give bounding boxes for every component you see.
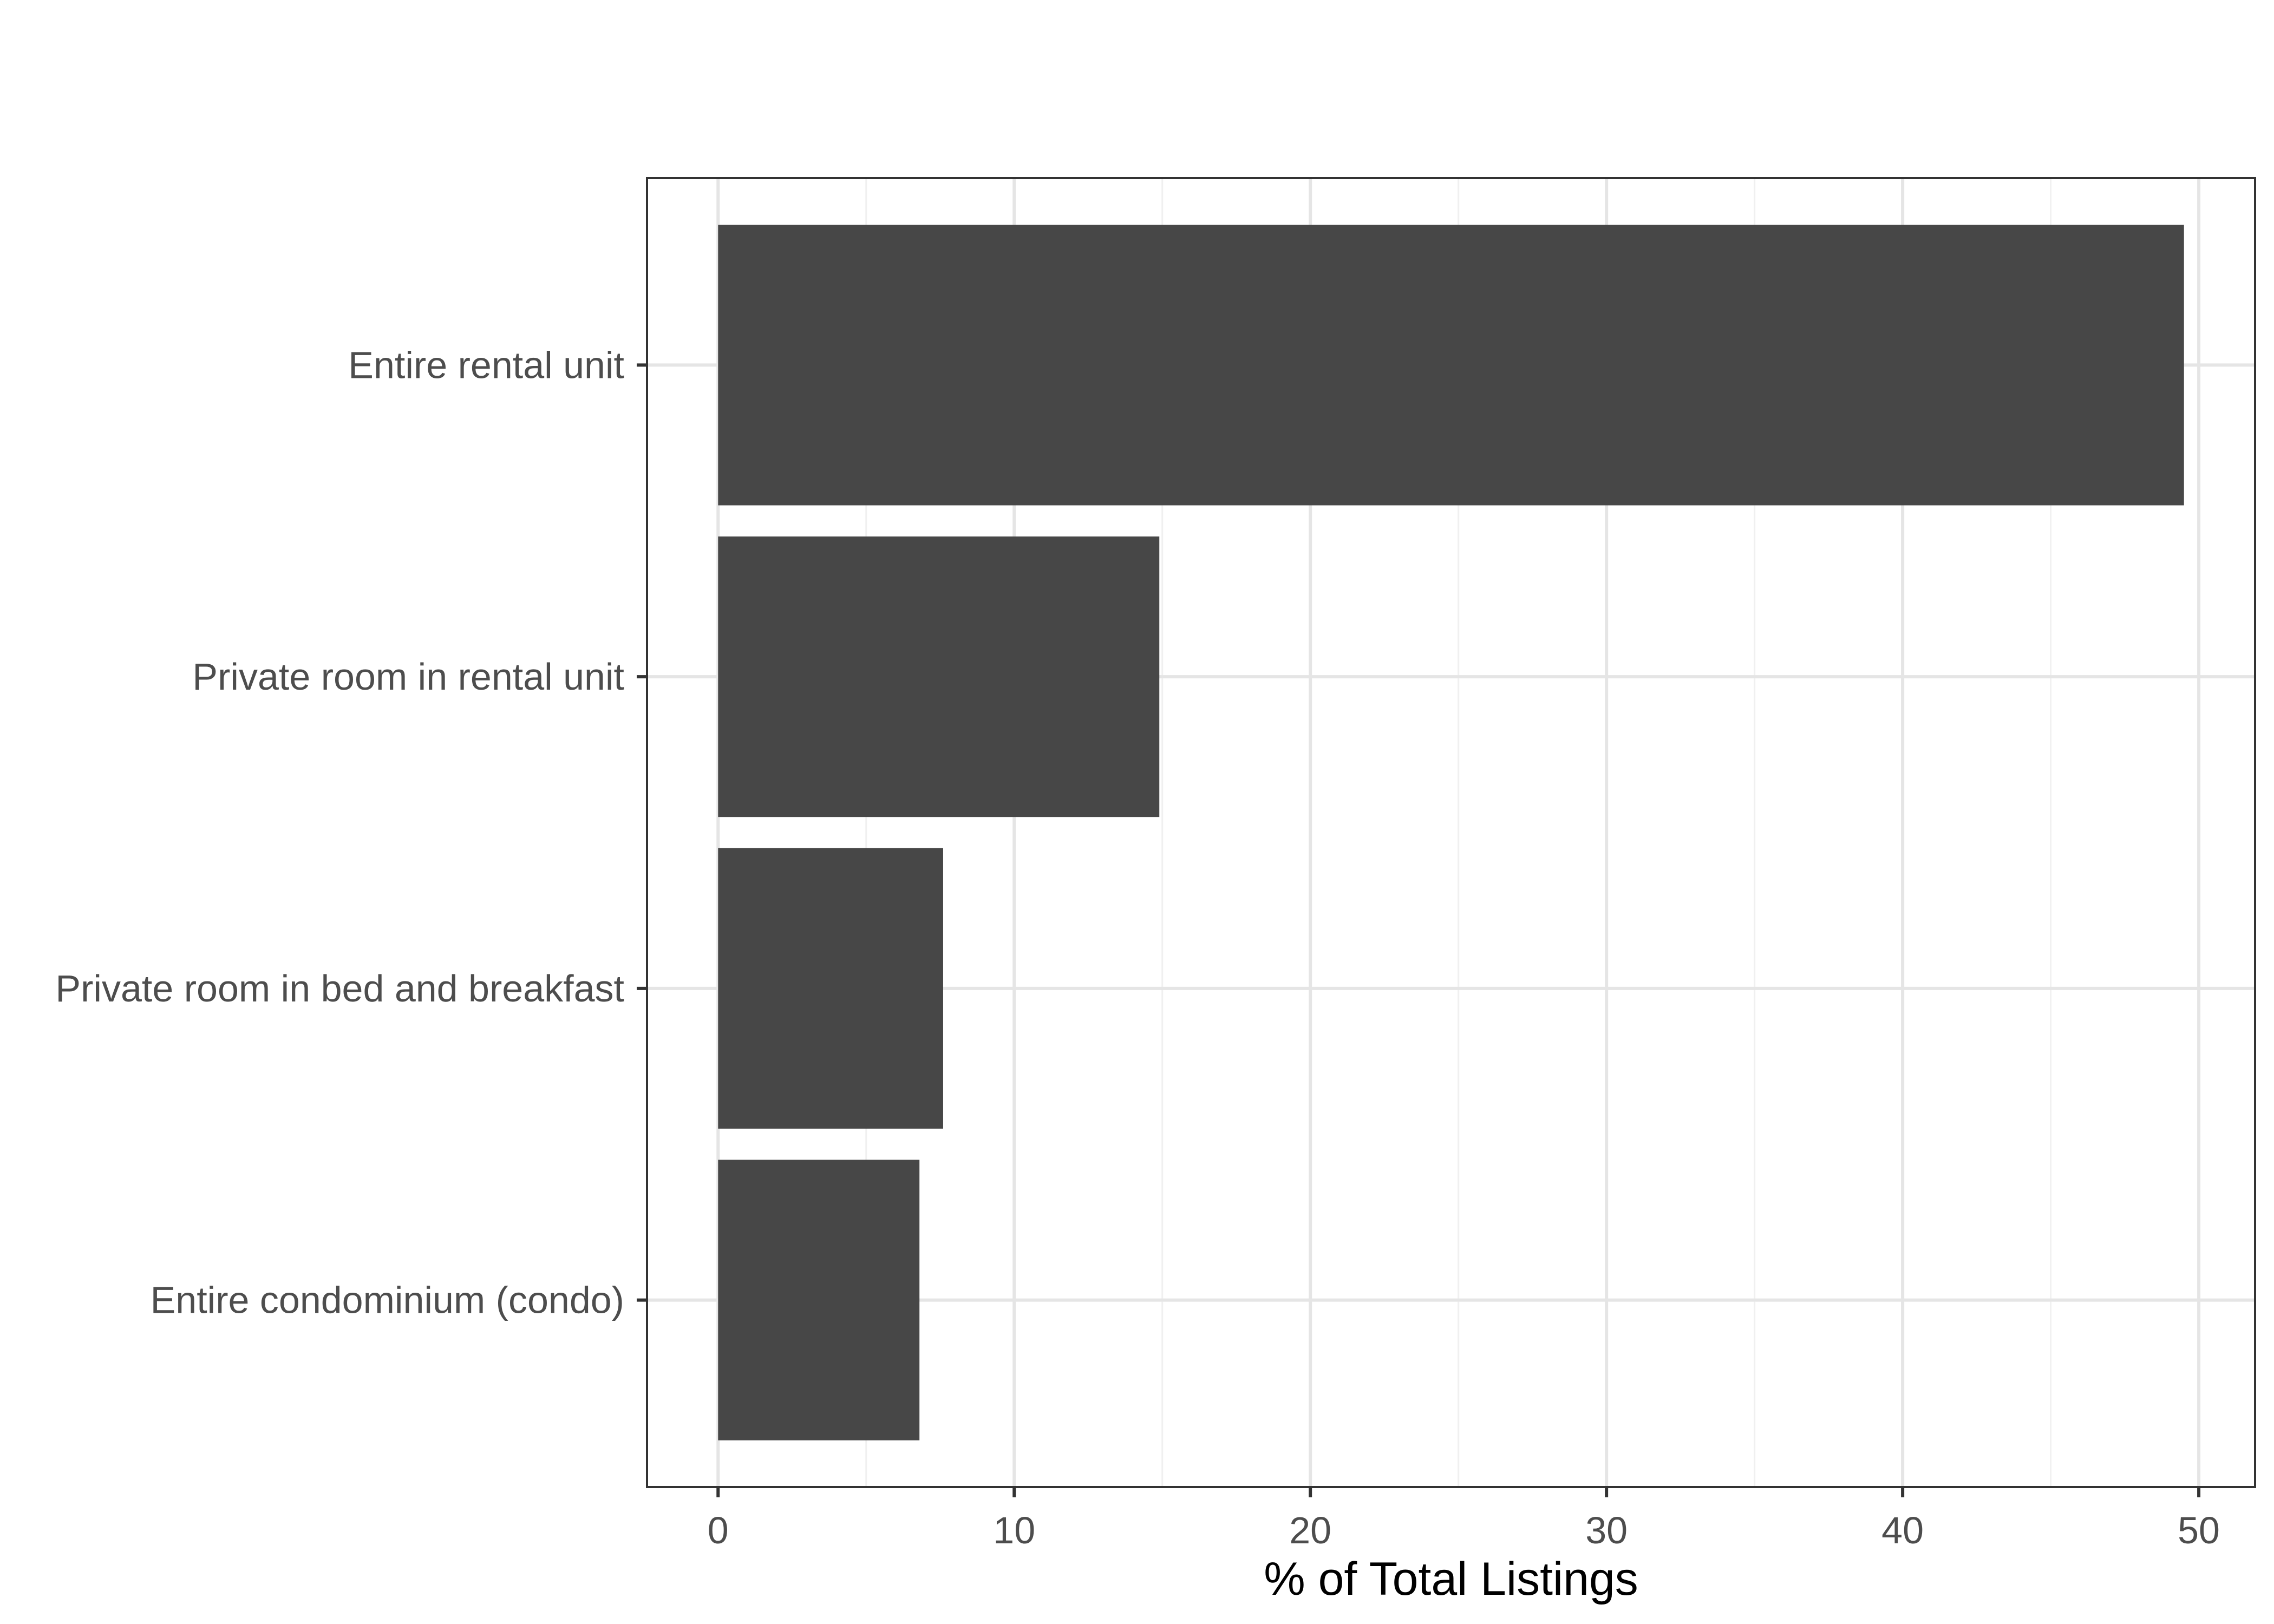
bar bbox=[718, 848, 943, 1129]
y-tick-label: Private room in rental unit bbox=[192, 656, 624, 698]
x-tick-label: 40 bbox=[1881, 1509, 1924, 1551]
x-axis-title: % of Total Listings bbox=[1264, 1553, 1638, 1605]
y-tick-label: Entire condominium (condo) bbox=[151, 1279, 624, 1321]
x-tick-label: 10 bbox=[993, 1509, 1035, 1551]
bar bbox=[718, 1160, 920, 1440]
bar bbox=[718, 536, 1160, 817]
x-tick-label: 50 bbox=[2178, 1509, 2220, 1551]
y-tick-label: Private room in bed and breakfast bbox=[55, 967, 624, 1010]
x-tick-label: 30 bbox=[1585, 1509, 1628, 1551]
y-tick-label: Entire rental unit bbox=[348, 344, 624, 386]
x-tick-label: 0 bbox=[708, 1509, 729, 1551]
bars bbox=[718, 225, 2184, 1440]
x-tick-label: 20 bbox=[1289, 1509, 1331, 1551]
x-axis: 0 10 20 30 40 50 bbox=[708, 1487, 2220, 1551]
panel-border bbox=[646, 177, 2256, 1488]
bar bbox=[718, 225, 2184, 506]
y-axis: Entire rental unit Private room in rental… bbox=[55, 344, 647, 1321]
